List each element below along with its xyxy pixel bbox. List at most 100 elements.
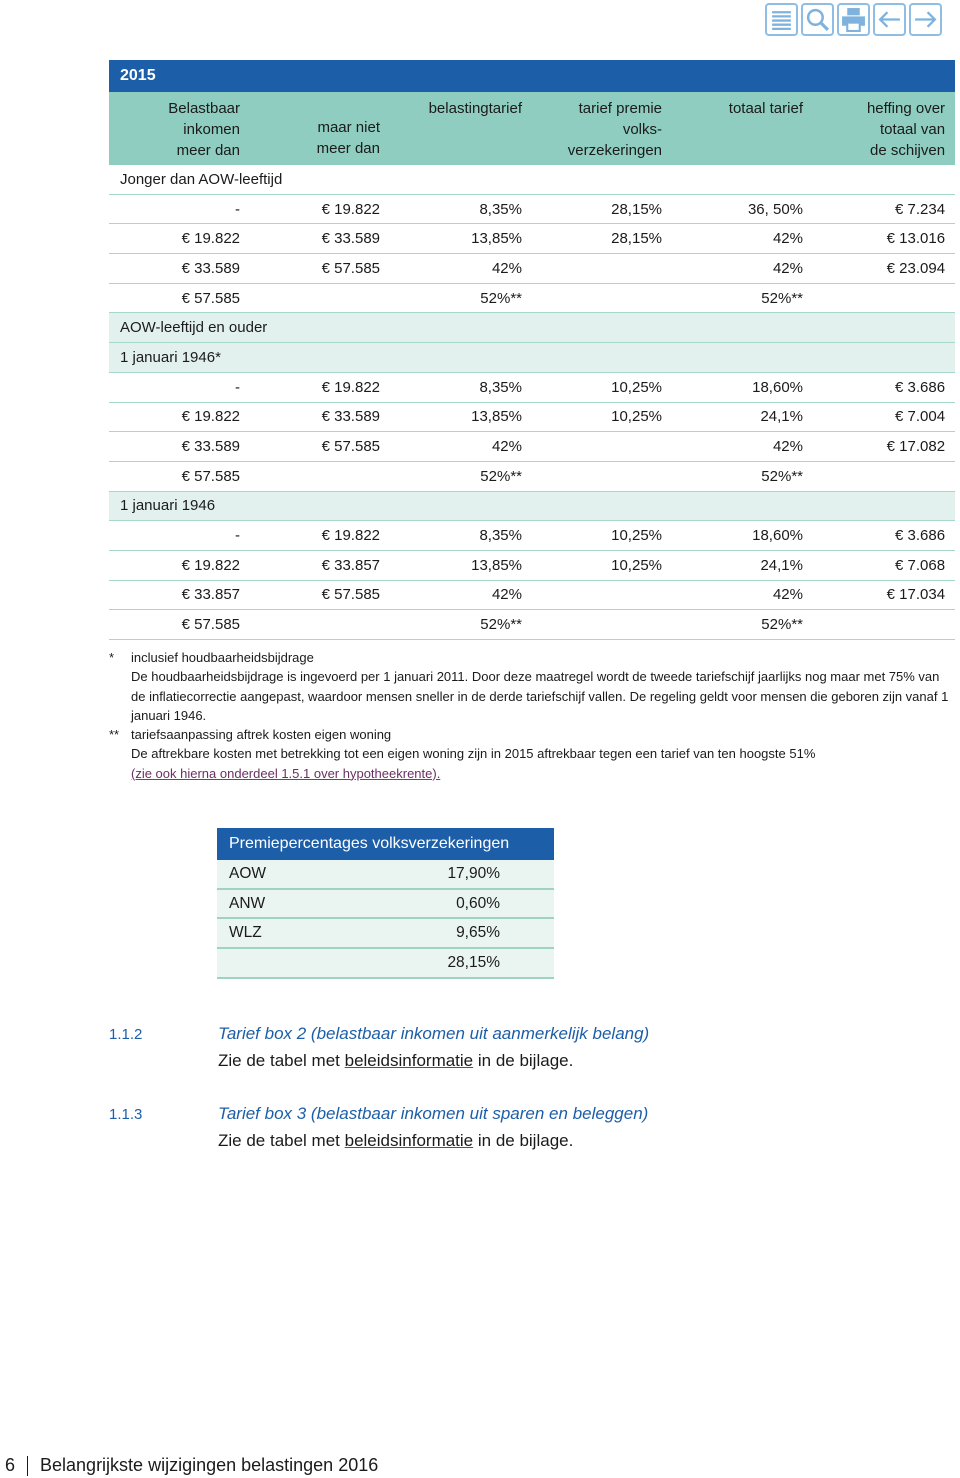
cell: € 57.585	[250, 431, 390, 462]
premie-label: ANW	[217, 888, 397, 920]
empty-cell	[532, 431, 672, 462]
empty-cell	[250, 609, 390, 640]
group-label: AOW-leeftijd en ouder	[109, 312, 956, 344]
section-title: Tarief box 2 (belastbaar inkomen uit aan…	[218, 1024, 650, 1043]
column-header: belastingtarief	[390, 92, 532, 165]
cell: -	[109, 520, 250, 551]
caption-row: 2015	[109, 60, 956, 92]
premie-header-row: Premiepercentages volksverzekeringen	[217, 828, 555, 860]
column-header: maar niet meer dan	[250, 92, 390, 165]
cell: 8,35%	[390, 372, 532, 403]
data-row: € 19.822 € 33.589 13,85% 10,25% 24,1% € 7.004	[109, 402, 956, 433]
cell: 42%	[672, 431, 813, 462]
data-row: € 19.822 € 33.857 13,85% 10,25% 24,1% € 7.068	[109, 550, 956, 581]
cell: 52%**	[672, 283, 813, 314]
print-button[interactable]	[837, 3, 870, 36]
forward-button[interactable]	[909, 3, 942, 36]
caption: 2015	[109, 60, 956, 92]
cell: 42%	[672, 253, 813, 284]
cell: € 33.589	[250, 402, 390, 433]
link[interactable]: beleidsinformatie	[344, 1051, 474, 1070]
data-row: - € 19.822 8,35% 10,25% 18,60% € 3.686	[109, 372, 956, 403]
cell: 13,85%	[390, 402, 532, 433]
header-line: meer dan	[316, 140, 380, 157]
note-text: De aftrekbare kosten met betrekking tot …	[131, 746, 816, 762]
subgroup-label: 1 januari 1946	[109, 491, 956, 522]
cell: 18,60%	[672, 372, 813, 403]
group-label: Jonger dan AOW-leeftijd	[109, 165, 956, 195]
cell: 24,1%	[672, 402, 813, 433]
cell: € 57.585	[109, 609, 250, 640]
note-body: inclusief houdbaarheidsbijdrage De houdba…	[131, 648, 955, 725]
empty-cell	[813, 283, 956, 314]
cell: 8,35%	[390, 194, 532, 225]
subgroup-row: 1 januari 1946*	[109, 342, 956, 373]
data-row: € 57.585 52%** 52%**	[109, 609, 956, 640]
note-title: inclusief houdbaarheidsbijdrage	[131, 650, 314, 665]
tax-table-body: 2015 Belastbaar inkomen meer dan maar niet me…	[109, 60, 956, 640]
data-row: € 33.857 € 57.585 42% 42% € 17.034	[109, 580, 956, 611]
cell: € 3.686	[813, 372, 956, 403]
cell: € 33.857	[250, 550, 390, 581]
tax-table: 2015 Belastbaar inkomen meer dan maar niet me…	[109, 60, 956, 640]
empty-cell	[813, 609, 956, 640]
link[interactable]: beleidsinformatie	[344, 1131, 474, 1150]
cell: 13,85%	[390, 223, 532, 255]
header-line: belastingtarief	[428, 100, 522, 117]
header-line: maar niet	[317, 119, 380, 136]
data-row: € 57.585 52%** 52%**	[109, 283, 956, 314]
header-line: meer dan	[176, 142, 240, 159]
cell: 10,25%	[532, 550, 672, 581]
note: * inclusief houdbaarheidsbijdrage De houdb…	[109, 648, 955, 725]
cell: 52%**	[390, 283, 532, 314]
cell: 10,25%	[532, 372, 672, 403]
empty-cell	[532, 253, 672, 284]
premie-label: WLZ	[217, 918, 397, 950]
cell: € 33.589	[109, 253, 250, 284]
cell: 42%	[390, 431, 532, 462]
cell: € 13.016	[813, 223, 956, 255]
header-line: inkomen	[183, 121, 240, 138]
print-icon	[842, 8, 865, 32]
premie-row: WLZ 9,65%	[217, 918, 555, 950]
data-row: - € 19.822 8,35% 10,25% 18,60% € 3.686	[109, 520, 956, 551]
note-link-line: (zie ook hierna onderdeel 1.5.1 over hyp…	[131, 764, 815, 783]
cell: 42%	[390, 580, 532, 611]
cell: 42%	[672, 223, 813, 255]
section-number: 1.1.3	[109, 1106, 143, 1123]
header-line: heffing over	[866, 100, 946, 117]
cell: 36, 50%	[672, 194, 813, 225]
header-line: verzekeringen	[567, 142, 662, 159]
toolbar	[765, 3, 942, 36]
menu-button[interactable]	[765, 3, 798, 36]
cell: 52%**	[390, 461, 532, 492]
cell: -	[109, 194, 250, 225]
note-link[interactable]: (zie ook hierna onderdeel 1.5.1 over hyp…	[131, 765, 441, 781]
premie-table: Premiepercentages volksverzekeringen AOW 1…	[217, 828, 555, 979]
note: ** tariefsaanpassing aftrek kosten eigen …	[109, 725, 955, 783]
cell: € 17.082	[813, 431, 956, 462]
cell: € 19.822	[109, 402, 250, 433]
cell: € 33.589	[109, 431, 250, 462]
cell: 10,25%	[532, 520, 672, 551]
cell: € 17.034	[813, 580, 956, 611]
premie-row: 28,15%	[217, 948, 555, 979]
cell: € 57.585	[250, 253, 390, 284]
header-line: totaal van	[880, 121, 946, 138]
data-row: € 57.585 52%** 52%**	[109, 461, 956, 492]
column-header: Belastbaar inkomen meer dan	[109, 92, 250, 165]
cell: 13,85%	[390, 550, 532, 581]
empty-cell	[532, 461, 672, 492]
back-icon	[878, 11, 900, 28]
cell: € 33.589	[250, 223, 390, 255]
text: in de bijlage.	[473, 1051, 574, 1070]
data-row: € 33.589 € 57.585 42% 42% € 23.094	[109, 253, 956, 284]
empty-cell	[250, 461, 390, 492]
back-button[interactable]	[873, 3, 906, 36]
section-title: Tarief box 3 (belastbaar inkomen uit spa…	[218, 1104, 649, 1123]
search-button[interactable]	[801, 3, 834, 36]
header-line: de schijven	[870, 142, 946, 159]
cell: 52%**	[672, 461, 813, 492]
note-marker: *	[109, 650, 115, 665]
